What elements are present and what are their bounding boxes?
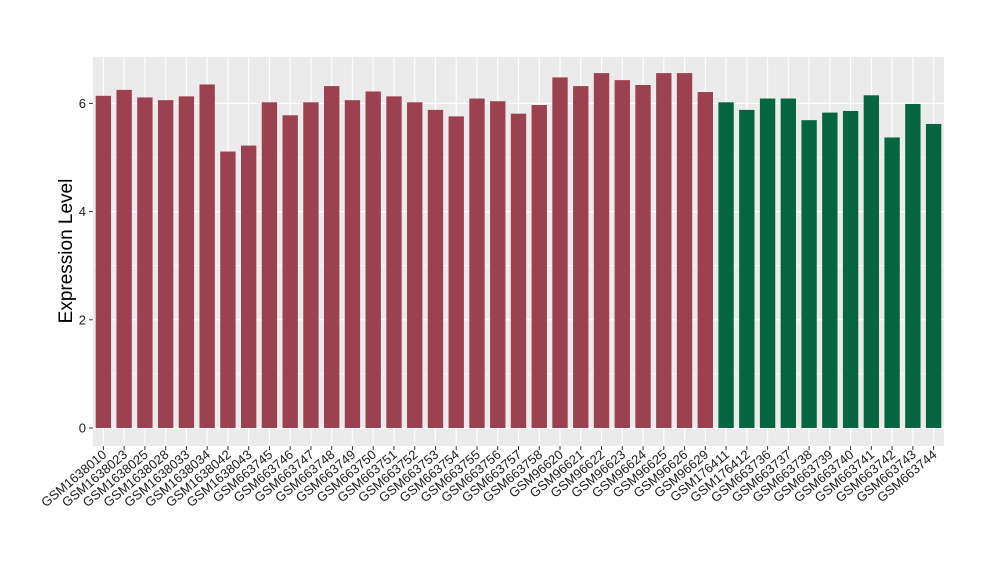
bar-GSM663743 — [905, 103, 921, 428]
bar-GSM663756 — [490, 101, 506, 429]
bar-GSM663755 — [469, 98, 485, 428]
y-tick-label: 2 — [79, 312, 86, 327]
y-axis: 0 2 4 6 — [79, 96, 93, 436]
x-axis: GSM1638010GSM1638023GSM1638025GSM1638028… — [38, 446, 940, 510]
bar-GSM96620 — [552, 77, 568, 428]
bar-GSM663736 — [759, 98, 776, 428]
bar-GSM663757 — [510, 113, 527, 428]
bar-GSM1638033 — [178, 96, 195, 428]
bar-GSM663745 — [261, 102, 278, 429]
bar-GSM96622 — [593, 73, 610, 428]
y-tick-label: 4 — [79, 204, 86, 219]
bar-GSM663739 — [822, 112, 838, 429]
bar-GSM663742 — [884, 137, 900, 428]
bar-GSM663746 — [282, 115, 298, 428]
bar-GSM663737 — [780, 98, 797, 428]
bar-GSM663749 — [344, 100, 361, 429]
bar-GSM663753 — [427, 109, 444, 428]
bar-GSM96626 — [676, 73, 693, 428]
bars — [95, 73, 942, 429]
bar-GSM663747 — [303, 102, 319, 429]
bar-GSM96623 — [614, 80, 630, 429]
bar-GSM663750 — [365, 91, 381, 429]
bar-GSM663744 — [925, 123, 942, 428]
bar-GSM1638010 — [95, 95, 112, 429]
bar-GSM1638042 — [220, 151, 236, 428]
bar-GSM176411 — [718, 102, 734, 429]
bar-GSM663754 — [448, 116, 464, 428]
bar-GSM663751 — [386, 96, 402, 428]
bar-GSM663748 — [324, 86, 340, 428]
y-axis-title: Expression Level — [56, 179, 77, 324]
bar-GSM96629 — [697, 92, 713, 428]
bar-GSM663752 — [407, 102, 423, 429]
bar-GSM1638025 — [137, 97, 153, 428]
bar-GSM96621 — [573, 86, 589, 428]
bar-GSM663758 — [531, 105, 547, 428]
bar-GSM1638023 — [116, 89, 132, 428]
bar-GSM663741 — [863, 95, 880, 428]
bar-GSM96625 — [656, 73, 672, 428]
bar-GSM176412 — [739, 109, 755, 428]
bar-GSM96624 — [635, 85, 651, 429]
bar-GSM663738 — [801, 120, 817, 429]
bar-GSM663740 — [842, 110, 859, 428]
bar-GSM1638043 — [240, 145, 257, 428]
y-tick-label: 0 — [79, 421, 86, 436]
bar-GSM1638028 — [157, 100, 174, 429]
bar-GSM1638034 — [199, 84, 215, 428]
y-tick-label: 6 — [79, 96, 86, 111]
